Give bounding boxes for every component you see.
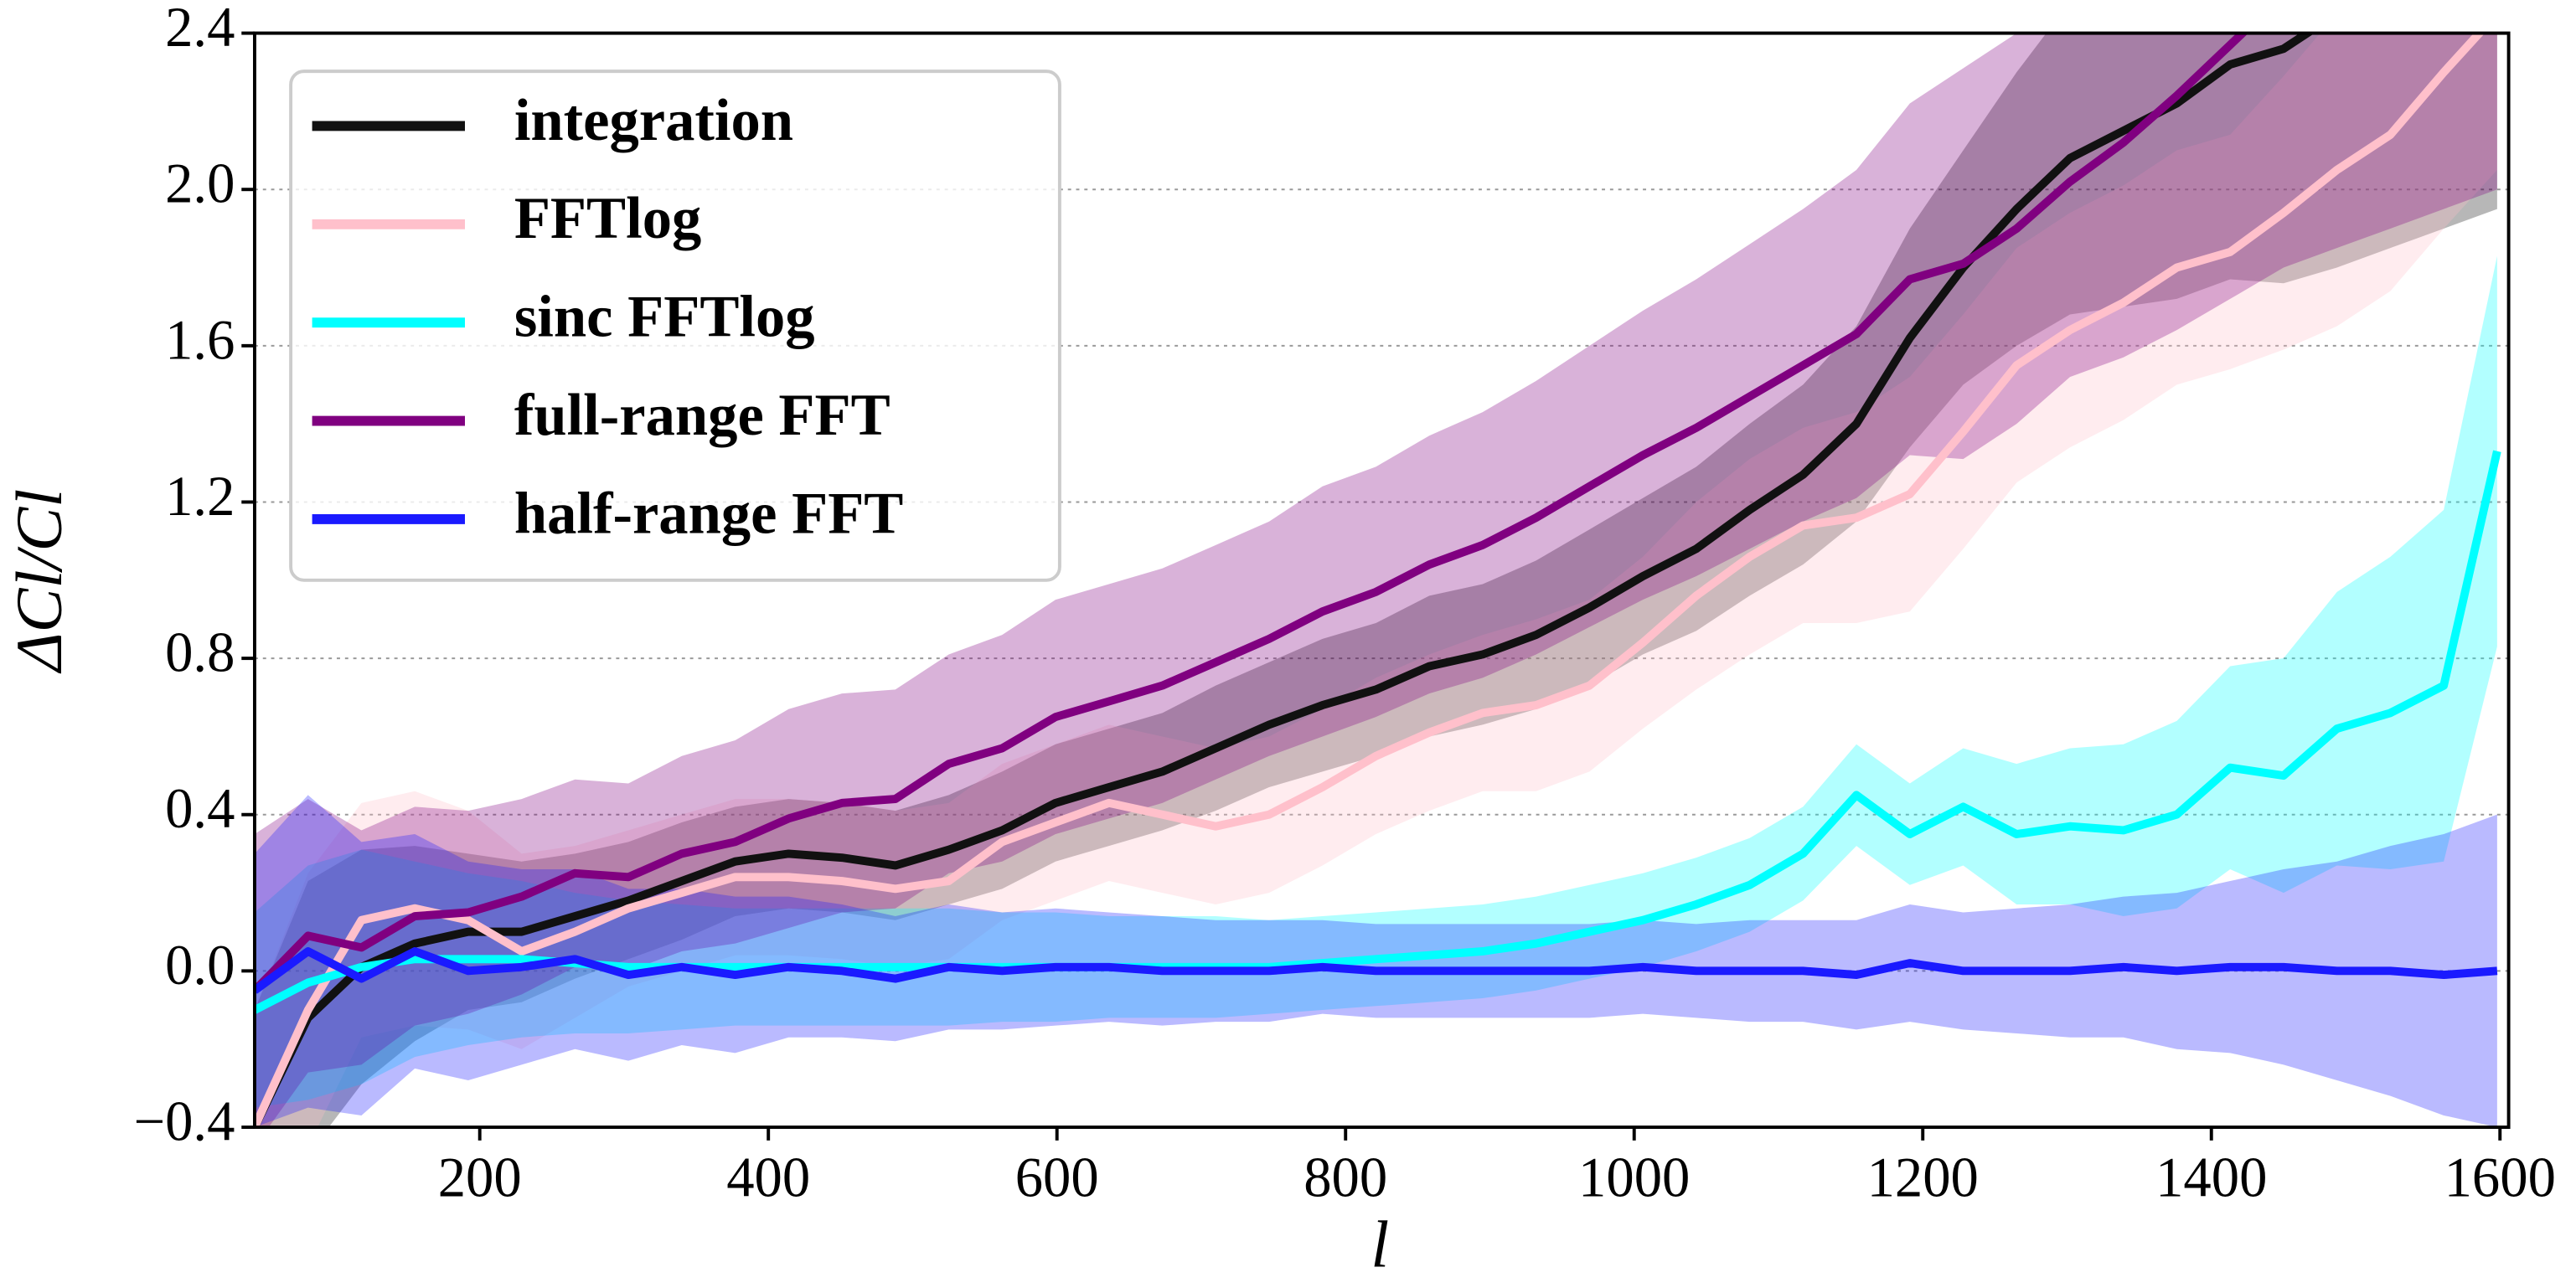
legend-label: full-range FFT (514, 383, 891, 448)
y-tick-label: −0.4 (134, 1090, 235, 1152)
legend: integration FFTlog sinc FFTlog full-range F… (289, 70, 1061, 582)
axes-frame (253, 31, 2511, 1129)
ticks: −0.4 0.0 0.4 0.8 1.2 1.6 2.0 2.4 200 400 600 800 100… (134, 0, 2556, 1209)
y-tick-label: 1.6 (165, 309, 235, 371)
x-tick-label: 600 (1015, 1146, 1099, 1208)
legend-box (289, 70, 1061, 582)
series-line (254, 33, 2249, 994)
plot-area (254, 33, 2501, 1127)
legend-label: sinc FFTlog (514, 284, 815, 349)
x-tick-label: 1200 (1867, 1146, 1979, 1208)
series-line (254, 33, 2315, 1127)
x-tick-label: 1600 (2444, 1146, 2556, 1208)
x-tick-label: 800 (1303, 1146, 1387, 1208)
series-line (254, 947, 2498, 994)
legend-label: half-range FFT (514, 481, 904, 546)
y-tick-label: 2.0 (165, 152, 235, 214)
x-axis-label: l (1371, 1208, 1389, 1281)
x-tick-label: 1400 (2155, 1146, 2267, 1208)
y-tick-label: 1.2 (165, 466, 235, 528)
x-tick-label: 1000 (1578, 1146, 1690, 1208)
series-line (254, 450, 2501, 1014)
y-tick-label: 0.8 (165, 621, 235, 683)
legend-label: integration (514, 88, 793, 153)
legend-label: FFTlog (514, 186, 701, 251)
y-tick-label: 2.4 (165, 0, 235, 59)
y-axis-label: ΔCl/Cl (3, 489, 76, 674)
y-tick-label: 0.0 (165, 935, 235, 997)
x-tick-label: 200 (438, 1146, 522, 1208)
y-tick-label: 0.4 (165, 778, 235, 840)
series-line (254, 33, 2486, 1127)
error-band (254, 255, 2497, 1108)
x-tick-label: 400 (726, 1146, 810, 1208)
